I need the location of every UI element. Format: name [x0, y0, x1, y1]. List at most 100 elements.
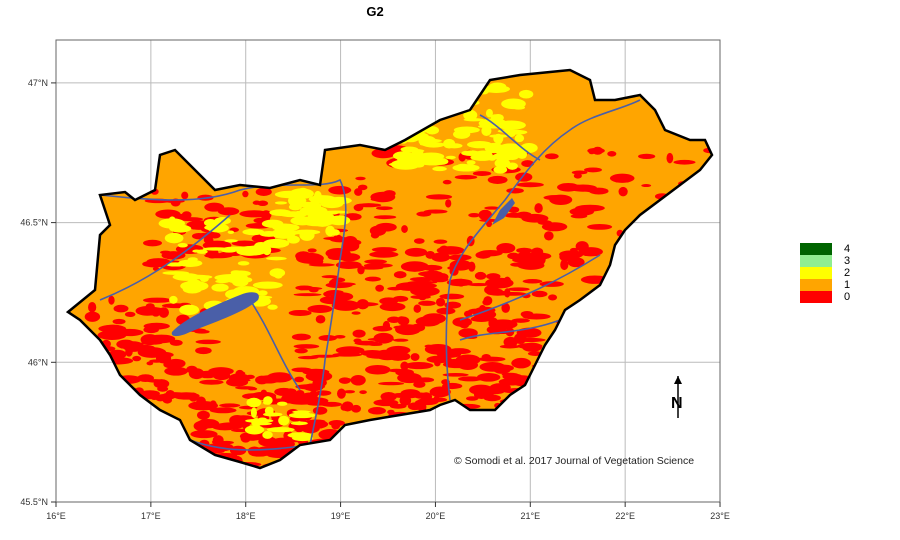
- habitat-patch: [305, 370, 333, 382]
- habitat-patch: [195, 347, 212, 355]
- habitat-patch: [651, 339, 670, 347]
- habitat-patch: [177, 242, 188, 248]
- habitat-patch: [463, 165, 480, 170]
- habitat-patch: [164, 232, 184, 244]
- habitat-patch: [474, 271, 487, 280]
- habitat-patch: [520, 310, 534, 318]
- habitat-patch: [431, 252, 450, 262]
- habitat-patch: [176, 217, 204, 222]
- habitat-patch: [506, 162, 518, 170]
- habitat-patch: [153, 260, 165, 264]
- habitat-patch: [359, 390, 367, 395]
- habitat-patch: [506, 187, 524, 194]
- habitat-patch: [255, 187, 272, 196]
- habitat-patch: [534, 203, 543, 214]
- habitat-patch: [314, 460, 342, 468]
- north-label: N: [671, 395, 683, 412]
- habitat-patch: [387, 316, 401, 323]
- habitat-patch: [331, 421, 341, 430]
- habitat-patch: [393, 338, 409, 342]
- habitat-patch: [444, 301, 462, 309]
- habitat-patch: [97, 330, 127, 340]
- habitat-patch: [531, 290, 548, 298]
- habitat-patch: [137, 374, 154, 383]
- habitat-patch: [574, 184, 582, 190]
- habitat-patch: [235, 369, 245, 379]
- habitat-patch: [688, 354, 697, 362]
- habitat-patch: [413, 162, 425, 168]
- habitat-patch: [355, 176, 366, 181]
- habitat-patch: [434, 360, 441, 367]
- habitat-patch: [307, 304, 333, 313]
- habitat-patch: [112, 318, 126, 325]
- habitat-patch: [436, 307, 456, 315]
- habitat-patch: [262, 400, 270, 405]
- habitat-patch: [587, 224, 613, 230]
- habitat-patch: [482, 389, 505, 395]
- habitat-patch: [255, 375, 269, 385]
- habitat-patch: [293, 293, 322, 297]
- habitat-patch: [195, 339, 221, 345]
- habitat-patch: [288, 309, 312, 316]
- habitat-patch: [558, 332, 579, 336]
- habitat-patch: [375, 222, 397, 232]
- habitat-patch: [708, 306, 712, 315]
- habitat-patch: [257, 290, 268, 296]
- habitat-patch: [408, 424, 428, 430]
- habitat-patch: [248, 449, 271, 457]
- habitat-patch: [516, 247, 533, 254]
- habitat-patch: [658, 302, 666, 311]
- habitat-patch: [537, 402, 559, 413]
- legend-label: 0: [844, 291, 851, 303]
- habitat-patch: [371, 430, 383, 436]
- habitat-patch: [209, 407, 237, 414]
- habitat-patch: [485, 277, 514, 289]
- habitat-patch: [472, 84, 480, 95]
- map-title: G2: [366, 4, 384, 19]
- habitat-patch: [146, 361, 154, 366]
- habitat-patch: [507, 252, 520, 260]
- habitat-patch: [445, 155, 456, 160]
- habitat-patch: [459, 322, 469, 329]
- habitat-patch: [227, 230, 235, 235]
- habitat-patch: [186, 453, 216, 459]
- habitat-patch: [242, 190, 249, 198]
- habitat-patch: [288, 412, 316, 419]
- habitat-patch: [501, 372, 519, 377]
- habitat-patch: [113, 304, 129, 313]
- habitat-patch: [155, 394, 166, 402]
- habitat-patch: [494, 158, 511, 169]
- habitat-patch: [158, 307, 169, 318]
- habitat-patch: [435, 297, 446, 307]
- habitat-patch: [560, 259, 569, 271]
- legend-item: 0: [800, 291, 850, 303]
- habitat-patch: [378, 381, 405, 386]
- x-tick-label: 22°E: [615, 511, 635, 521]
- habitat-patch: [199, 379, 224, 385]
- habitat-patch: [108, 295, 115, 305]
- habitat-patch: [434, 158, 449, 165]
- habitat-patch: [328, 185, 352, 195]
- habitat-patch: [410, 286, 440, 297]
- river-koros: [459, 254, 601, 321]
- habitat-patch: [517, 343, 543, 349]
- habitat-patch: [208, 367, 234, 376]
- habitat-patch: [251, 418, 262, 427]
- habitat-patch: [291, 333, 311, 341]
- habitat-patch: [498, 378, 524, 386]
- habitat-patch: [515, 337, 546, 343]
- habitat-patch: [543, 231, 554, 241]
- habitat-patch: [235, 386, 256, 390]
- habitat-patch: [337, 388, 346, 399]
- habitat-patch: [266, 427, 295, 433]
- habitat-patch: [442, 179, 452, 185]
- credit-text: © Somodi et al. 2017 Journal of Vegetati…: [454, 455, 694, 467]
- habitat-patch: [458, 328, 478, 338]
- habitat-patch: [410, 353, 420, 361]
- habitat-patch: [262, 245, 272, 256]
- habitat-patch: [583, 390, 592, 399]
- habitat-patch: [583, 167, 602, 173]
- habitat-patch: [196, 396, 206, 407]
- habitat-patch: [177, 259, 203, 267]
- habitat-patch: [706, 169, 712, 174]
